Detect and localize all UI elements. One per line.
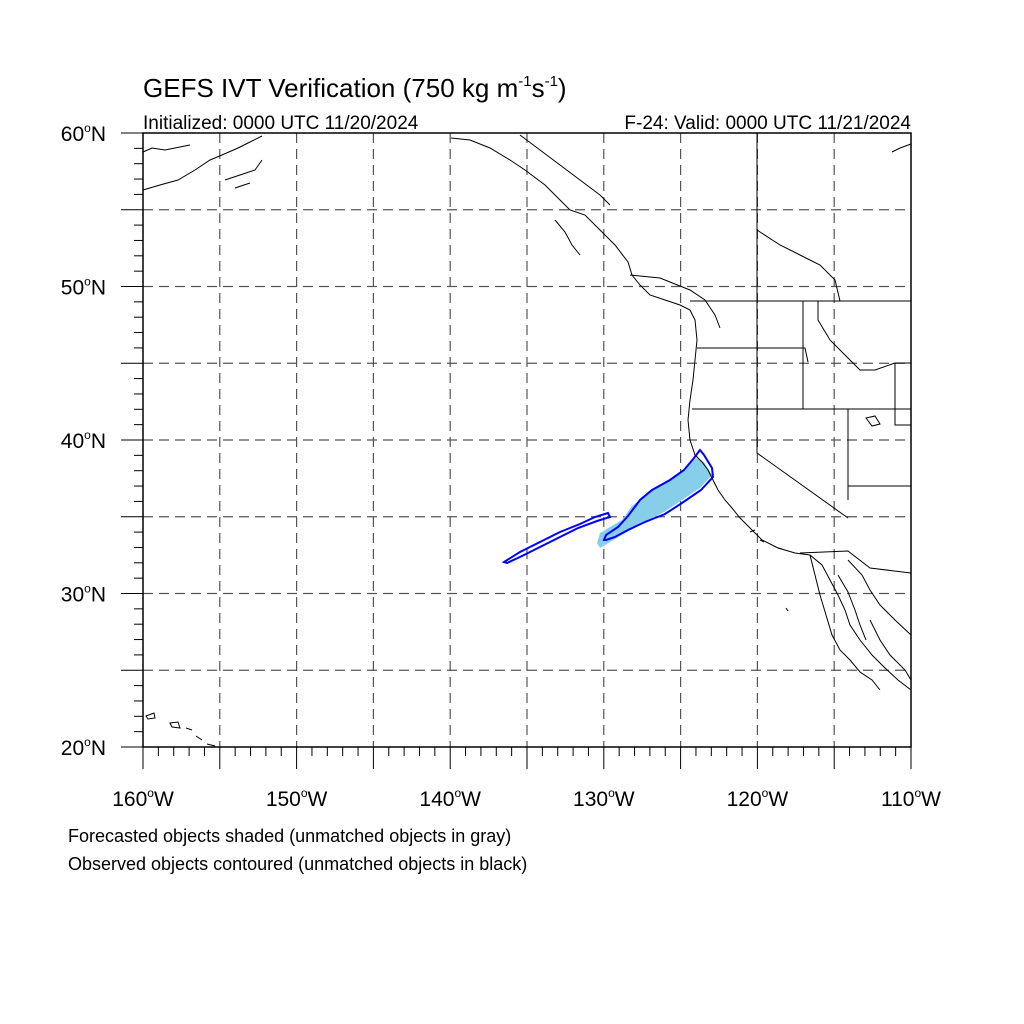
lon-label: 140oW <box>419 786 481 811</box>
map-panel <box>121 132 912 769</box>
valid-time: F-24: Valid: 0000 UTC 11/21/2024 <box>624 113 911 134</box>
lat-label: 30oN <box>61 582 106 607</box>
lon-label: 120oW <box>727 786 789 811</box>
legend-forecast-note: Forecasted objects shaded (unmatched obj… <box>68 826 511 846</box>
longitude-labels: 160oW 150oW 140oW 130oW 120oW 110oW <box>112 786 941 811</box>
observed-contour-tail <box>501 511 612 565</box>
lon-label: 130oW <box>573 786 635 811</box>
coastlines-and-borders <box>142 133 912 747</box>
lat-label: 60oN <box>61 121 106 146</box>
lon-label: 150oW <box>266 786 328 811</box>
forecast-object-shaded <box>597 458 712 548</box>
lon-label: 160oW <box>112 786 174 811</box>
lat-label: 20oN <box>61 735 106 760</box>
lat-label: 40oN <box>61 428 106 453</box>
lon-label: 110oW <box>881 786 941 811</box>
initialized-time: Initialized: 0000 UTC 11/20/2024 <box>143 113 419 134</box>
figure-title: GEFS IVT Verification (750 kg m-1s-1) <box>143 73 567 103</box>
observed-contour-main <box>602 448 715 541</box>
tick-marks <box>121 132 912 769</box>
gridlines <box>143 133 911 747</box>
lat-label: 50oN <box>61 275 106 300</box>
legend-observed-note: Observed objects contoured (unmatched ob… <box>68 854 527 874</box>
latitude-labels: 20oN 30oN 40oN 50oN 60oN <box>61 121 106 760</box>
